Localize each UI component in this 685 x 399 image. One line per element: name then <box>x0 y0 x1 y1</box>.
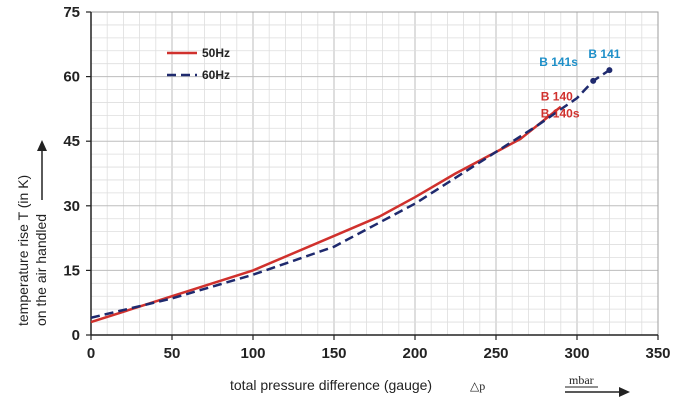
x-tick-label: 100 <box>240 345 265 362</box>
x-tick-label: 0 <box>87 345 95 362</box>
x-axis-arrow-head <box>619 387 630 397</box>
y-axis-title-line1: temperature rise T (in K) <box>15 175 31 326</box>
series-line-50hz <box>91 107 561 322</box>
x-tick-label: 250 <box>483 345 508 362</box>
legend-label-60hz: 60Hz <box>202 68 230 82</box>
y-tick-label: 45 <box>63 133 80 150</box>
annotation-label: B 140 <box>541 90 573 104</box>
annotation-label: B 140s <box>541 107 580 121</box>
series-endpoint-marker <box>590 78 596 84</box>
y-tick-label: 15 <box>63 262 80 279</box>
y-axis-arrow-head <box>37 140 47 151</box>
x-tick-label: 50 <box>164 345 181 362</box>
x-tick-label: 350 <box>645 345 670 362</box>
x-axis-symbol: △p <box>470 379 485 393</box>
y-axis-title-line2: on the air handled <box>33 214 49 326</box>
x-axis-unit: mbar <box>569 373 594 387</box>
annotations: B 141 B 141s B 140 B 140s <box>539 47 621 121</box>
legend-label-50hz: 50Hz <box>202 46 230 60</box>
x-tick-label: 200 <box>402 345 427 362</box>
y-tick-label: 60 <box>63 69 80 86</box>
series-endpoint-marker <box>606 67 612 73</box>
x-tick-label: 150 <box>321 345 346 362</box>
y-tick-label: 0 <box>72 327 80 344</box>
tick-labels: 0 50 100 150 200 250 300 350 0 15 30 45 60 75 <box>63 4 670 362</box>
annotation-label: B 141 <box>588 47 620 61</box>
annotation-label: B 141s <box>539 55 578 69</box>
y-tick-label: 75 <box>63 4 80 21</box>
y-tick-label: 30 <box>63 198 80 215</box>
x-tick-label: 300 <box>564 345 589 362</box>
x-axis-title: total pressure difference (gauge) <box>230 377 432 393</box>
